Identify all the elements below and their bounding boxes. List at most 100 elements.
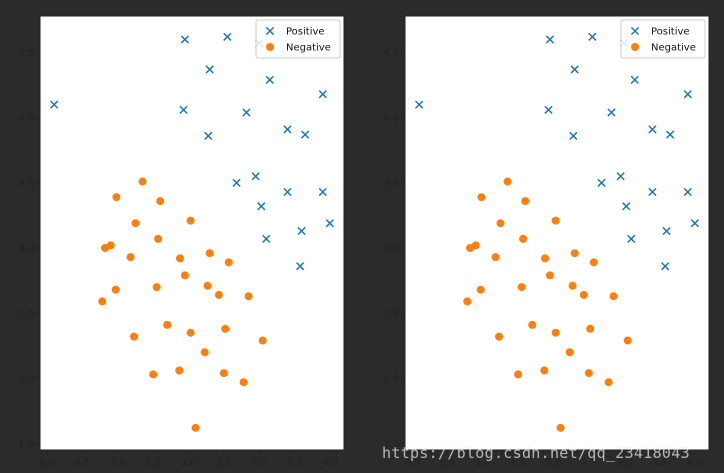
negative-point (471, 241, 480, 250)
negative-point (503, 177, 512, 186)
x-tick-label: 1.0 (110, 458, 126, 469)
x-tick-label: 2.0 (546, 458, 562, 469)
plot-area (39, 15, 345, 451)
negative-point (221, 324, 230, 333)
negative-point (98, 297, 107, 306)
positive-point (232, 178, 241, 187)
negative-point (175, 254, 184, 263)
positive-point (607, 108, 616, 117)
positive-point (223, 32, 232, 41)
negative-point (517, 283, 526, 292)
negative-point (545, 271, 554, 280)
x-tick-label: 1.0 (475, 458, 491, 469)
legend: Positive Negative (620, 19, 706, 59)
plot-area (404, 15, 710, 451)
negative-point (565, 348, 574, 357)
negative-point (258, 336, 267, 345)
positive-point (683, 187, 692, 197)
legend-x-marker (630, 26, 640, 36)
positive-point (630, 75, 639, 84)
positive-point (570, 65, 579, 74)
x-tick-label: 3.0 (251, 458, 267, 469)
negative-point (244, 292, 253, 301)
y-tick-label: 3.0 (18, 243, 34, 254)
negative-point (584, 369, 593, 378)
legend-label: Negative (286, 43, 331, 54)
y-tick-label: 4.0 (18, 113, 34, 124)
positive-point (296, 262, 305, 271)
positive-point (50, 100, 59, 109)
x-tick-label: 3.5 (652, 458, 668, 469)
negative-point (149, 370, 158, 379)
legend-x-marker (265, 26, 275, 36)
scatter-panel-2: 0.0 0.5 1.0 1.5 2.0 2.5 3.0 3.5 4.0 1.5 2.0 2.5 3.0 3… (383, 15, 710, 469)
negative-point (156, 197, 165, 206)
x-tick-label: 0.0 (404, 458, 420, 469)
negative-point (112, 193, 121, 202)
x-tick-label: 2.5 (581, 458, 597, 469)
negative-point (111, 285, 120, 294)
y-tick-label: 3.0 (383, 243, 399, 254)
negative-point (556, 423, 565, 432)
negative-point (186, 328, 195, 337)
positive-point (283, 187, 292, 197)
negative-point (224, 258, 233, 267)
legend-box (620, 19, 706, 59)
positive-point (262, 234, 271, 243)
positive-point (662, 226, 671, 236)
positive-point (297, 226, 306, 236)
negative-point (551, 328, 560, 337)
positive-point (325, 219, 334, 228)
x-tick-label: 4.0 (322, 458, 338, 469)
negative-point (604, 378, 613, 387)
y-tick-label: 2.0 (18, 374, 34, 385)
positive-point (683, 90, 692, 99)
y-tick-label: 1.5 (18, 439, 34, 450)
positive-point (251, 172, 260, 181)
negative-point (205, 249, 214, 258)
positive-point (661, 262, 670, 271)
negative-point (609, 292, 618, 301)
x-tick-label: 2.0 (181, 458, 197, 469)
legend-circle-marker (631, 43, 639, 51)
positive-point (283, 125, 292, 134)
negative-point (138, 177, 147, 186)
negative-point (540, 254, 549, 263)
positive-point (665, 130, 675, 139)
negative-point (521, 197, 530, 206)
legend: Positive Negative (255, 19, 341, 59)
positive-point (180, 35, 190, 44)
negative-point (579, 290, 588, 299)
positive-point (648, 187, 657, 197)
positive-point (205, 65, 214, 74)
positive-point (204, 131, 213, 141)
watermark-text: https://blog.csdn.net/qq_23418043 (382, 444, 690, 462)
negative-point (568, 281, 577, 290)
legend-label: Positive (286, 27, 325, 38)
legend-circle-marker (266, 43, 274, 51)
negative-point (623, 336, 632, 345)
legend-label: Negative (651, 43, 696, 54)
positive-point (648, 125, 657, 134)
positive-point (545, 35, 555, 44)
positive-point (616, 172, 625, 181)
negative-point (106, 241, 115, 250)
x-tick-label: 0.0 (39, 458, 55, 469)
negative-point (528, 320, 537, 329)
y-tick-label: 4.0 (383, 113, 399, 124)
positive-point (544, 105, 553, 114)
negative-point (589, 258, 598, 267)
y-tick-label: 3.5 (383, 178, 399, 189)
y-tick-label: 4.5 (18, 48, 34, 59)
positive-point (318, 187, 327, 197)
y-tick-label: 2.0 (383, 374, 399, 385)
positive-point (588, 32, 597, 41)
positive-point (179, 105, 188, 114)
negative-point (163, 320, 172, 329)
positive-point (318, 90, 327, 99)
positive-point (242, 108, 251, 117)
y-tick-label: 2.5 (18, 309, 34, 320)
negative-point (203, 281, 212, 290)
negative-point (186, 216, 195, 225)
negative-point (477, 193, 486, 202)
